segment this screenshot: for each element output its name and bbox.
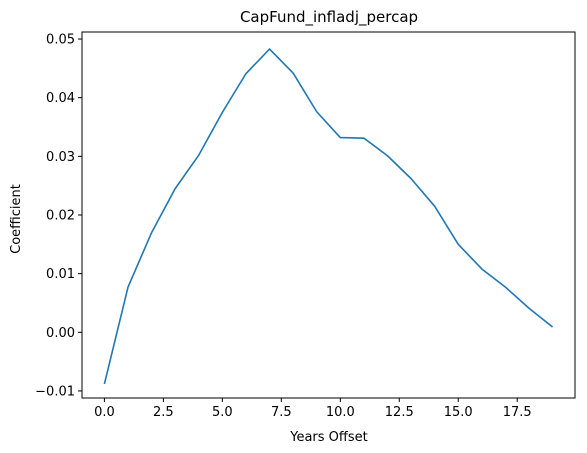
- y-axis-ticks: −0.01 0.00 0.01 0.02 0.03 0.04 0.05: [35, 33, 82, 399]
- chart-title: CapFund_infladj_percap: [240, 8, 418, 27]
- x-tick-label: 0.0: [94, 405, 115, 420]
- y-tick-label: 0.01: [46, 267, 75, 282]
- y-tick-label: 0.04: [46, 91, 75, 106]
- y-axis-label: Coefficient: [9, 184, 24, 254]
- y-tick-label: 0.03: [46, 150, 75, 165]
- plot-frame: [81, 31, 576, 399]
- series-layer: [103, 48, 554, 385]
- plot-area: [81, 31, 576, 399]
- x-axis-ticks: 0.0 2.5 5.0 7.5 10.0 12.5 15.0 17.5: [94, 398, 532, 420]
- series-line: [103, 48, 554, 385]
- x-tick-label: 15.0: [444, 405, 473, 420]
- x-tick-label: 5.0: [212, 405, 233, 420]
- x-tick-label: 7.5: [271, 405, 292, 420]
- y-tick-label: 0.00: [46, 326, 75, 341]
- x-tick-label: 2.5: [153, 405, 174, 420]
- y-tick-label: −0.01: [35, 384, 75, 399]
- x-tick-label: 10.0: [326, 405, 355, 420]
- x-tick-label: 17.5: [503, 405, 532, 420]
- y-tick-label: 0.02: [46, 209, 75, 224]
- x-tick-label: 12.5: [385, 405, 414, 420]
- y-tick-label: 0.05: [46, 33, 75, 48]
- x-axis-label: Years Offset: [289, 430, 368, 445]
